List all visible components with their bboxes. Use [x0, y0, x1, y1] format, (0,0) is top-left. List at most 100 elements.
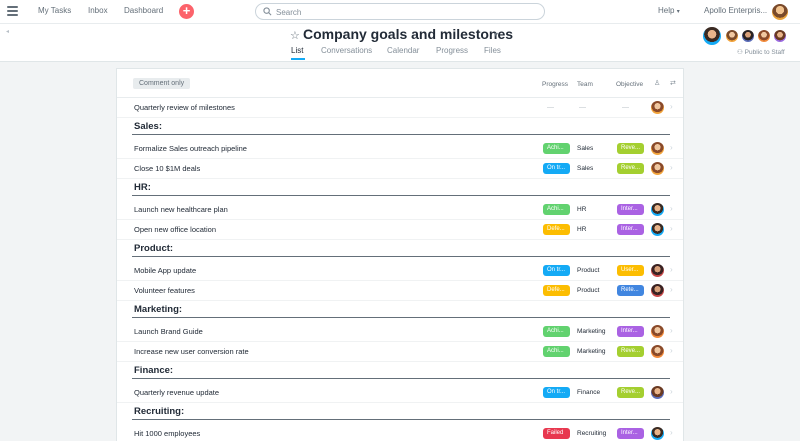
- chevron-right-icon[interactable]: ›: [670, 285, 673, 294]
- objective-pill[interactable]: Reve...: [617, 143, 644, 154]
- search-input[interactable]: [276, 6, 536, 18]
- tab-calendar[interactable]: Calendar: [387, 46, 420, 55]
- chevron-right-icon[interactable]: ›: [670, 204, 673, 213]
- chevron-right-icon[interactable]: ›: [670, 346, 673, 355]
- user-avatar[interactable]: [771, 3, 789, 21]
- progress-pill[interactable]: Defe...: [543, 224, 570, 235]
- team-value[interactable]: Sales: [577, 145, 594, 152]
- team-empty[interactable]: —: [579, 104, 586, 111]
- hamburger-icon[interactable]: [7, 6, 18, 16]
- task-name[interactable]: Mobile App update: [134, 266, 197, 275]
- tab-conversations[interactable]: Conversations: [321, 46, 373, 55]
- progress-pill[interactable]: Achi...: [543, 143, 570, 154]
- member-avatar[interactable]: [773, 29, 787, 43]
- assignee-avatar[interactable]: [651, 203, 664, 216]
- task-name[interactable]: Hit 1000 employees: [134, 429, 201, 438]
- chevron-right-icon[interactable]: ›: [670, 265, 673, 274]
- chevron-right-icon[interactable]: ›: [670, 143, 673, 152]
- project-title[interactable]: Company goals and milestones: [303, 26, 514, 42]
- team-value[interactable]: Product: [577, 287, 600, 294]
- objective-pill[interactable]: User...: [617, 265, 644, 276]
- assignee-avatar[interactable]: [651, 284, 664, 297]
- nav-my-tasks[interactable]: My Tasks: [38, 6, 72, 15]
- task-row[interactable]: Increase new user conversion rate Achi..…: [117, 342, 683, 362]
- task-row[interactable]: Close 10 $1M deals On tr... Sales Reve..…: [117, 159, 683, 179]
- task-row[interactable]: Quarterly revenue update On tr... Financ…: [117, 383, 683, 403]
- assignee-avatar[interactable]: [651, 162, 664, 175]
- team-value[interactable]: Recruiting: [577, 430, 607, 437]
- task-row[interactable]: Open new office location Defe... HR Inte…: [117, 220, 683, 240]
- objective-pill[interactable]: Inter...: [617, 204, 644, 215]
- task-name[interactable]: Volunteer features: [134, 286, 195, 295]
- nav-inbox[interactable]: Inbox: [88, 6, 108, 15]
- sort-icon[interactable]: ⇄: [670, 80, 676, 87]
- progress-pill[interactable]: Achi...: [543, 204, 570, 215]
- progress-pill[interactable]: On tr...: [543, 387, 570, 398]
- objective-pill[interactable]: Inter...: [617, 224, 644, 235]
- help-menu[interactable]: Help ▾: [658, 6, 680, 15]
- task-name[interactable]: Increase new user conversion rate: [134, 347, 249, 356]
- task-name[interactable]: Launch new healthcare plan: [134, 205, 228, 214]
- org-switcher[interactable]: Apollo Enterpris...: [704, 6, 768, 15]
- team-value[interactable]: Product: [577, 267, 600, 274]
- member-avatar[interactable]: [757, 29, 771, 43]
- tab-list[interactable]: List: [291, 46, 304, 55]
- team-value[interactable]: Finance: [577, 389, 601, 396]
- progress-pill[interactable]: On tr...: [543, 163, 570, 174]
- task-name[interactable]: Formalize Sales outreach pipeline: [134, 144, 247, 153]
- task-row[interactable]: Mobile App update On tr... Product User.…: [117, 261, 683, 281]
- member-avatar[interactable]: [741, 29, 755, 43]
- progress-pill[interactable]: Achi...: [543, 326, 570, 337]
- team-value[interactable]: HR: [577, 226, 587, 233]
- task-name[interactable]: Quarterly review of milestones: [134, 103, 235, 112]
- tab-progress[interactable]: Progress: [436, 46, 469, 55]
- chevron-right-icon[interactable]: ›: [670, 102, 673, 111]
- member-avatar[interactable]: [702, 26, 722, 46]
- section-header-sales[interactable]: Sales:: [132, 121, 670, 135]
- chevron-right-icon[interactable]: ›: [670, 326, 673, 335]
- team-value[interactable]: HR: [577, 206, 587, 213]
- team-value[interactable]: Marketing: [577, 348, 606, 355]
- tab-files[interactable]: Files: [484, 46, 501, 55]
- quick-add-button[interactable]: +: [179, 4, 194, 19]
- team-value[interactable]: Sales: [577, 165, 594, 172]
- chevron-right-icon[interactable]: ›: [670, 428, 673, 437]
- task-row[interactable]: Launch Brand Guide Achi... Marketing Int…: [117, 322, 683, 342]
- objective-pill[interactable]: Inter...: [617, 428, 644, 439]
- chevron-down-icon[interactable]: ▾: [494, 30, 499, 39]
- search-bar[interactable]: [255, 3, 545, 20]
- task-row[interactable]: Quarterly review of milestones — — — ›: [117, 98, 683, 118]
- privacy-setting[interactable]: ⚇ Public to Staff: [737, 48, 785, 56]
- progress-pill[interactable]: Defe...: [543, 285, 570, 296]
- section-header-product[interactable]: Product:: [132, 243, 670, 257]
- chevron-right-icon[interactable]: ›: [670, 387, 673, 396]
- objective-pill[interactable]: Reve...: [617, 163, 644, 174]
- task-row[interactable]: Volunteer features Defe... Product Rete.…: [117, 281, 683, 301]
- person-icon[interactable]: ♙: [654, 80, 661, 87]
- progress-empty[interactable]: —: [547, 104, 554, 111]
- nav-dashboard[interactable]: Dashboard: [124, 6, 164, 15]
- collapse-sidebar-icon[interactable]: ◂: [6, 29, 10, 35]
- member-avatar[interactable]: [725, 29, 739, 43]
- objective-pill[interactable]: Inter...: [617, 326, 644, 337]
- team-value[interactable]: Marketing: [577, 328, 606, 335]
- assignee-avatar[interactable]: [651, 386, 664, 399]
- task-name[interactable]: Close 10 $1M deals: [134, 164, 201, 173]
- assignee-avatar[interactable]: [651, 223, 664, 236]
- objective-empty[interactable]: —: [622, 104, 629, 111]
- column-progress[interactable]: Progress: [542, 81, 569, 88]
- assignee-avatar[interactable]: [651, 101, 664, 114]
- assignee-avatar[interactable]: [651, 264, 664, 277]
- chevron-right-icon[interactable]: ›: [670, 163, 673, 172]
- section-header-hr[interactable]: HR:: [132, 182, 670, 196]
- section-header-recruiting[interactable]: Recruiting:: [132, 406, 670, 420]
- assignee-avatar[interactable]: [651, 427, 664, 440]
- chevron-right-icon[interactable]: ›: [670, 224, 673, 233]
- assignee-avatar[interactable]: [651, 345, 664, 358]
- task-name[interactable]: Launch Brand Guide: [134, 327, 203, 336]
- section-header-marketing[interactable]: Marketing:: [132, 304, 670, 318]
- progress-pill[interactable]: Achi...: [543, 346, 570, 357]
- task-name[interactable]: Quarterly revenue update: [134, 388, 220, 397]
- column-objective[interactable]: Objective: [616, 81, 644, 88]
- assignee-avatar[interactable]: [651, 142, 664, 155]
